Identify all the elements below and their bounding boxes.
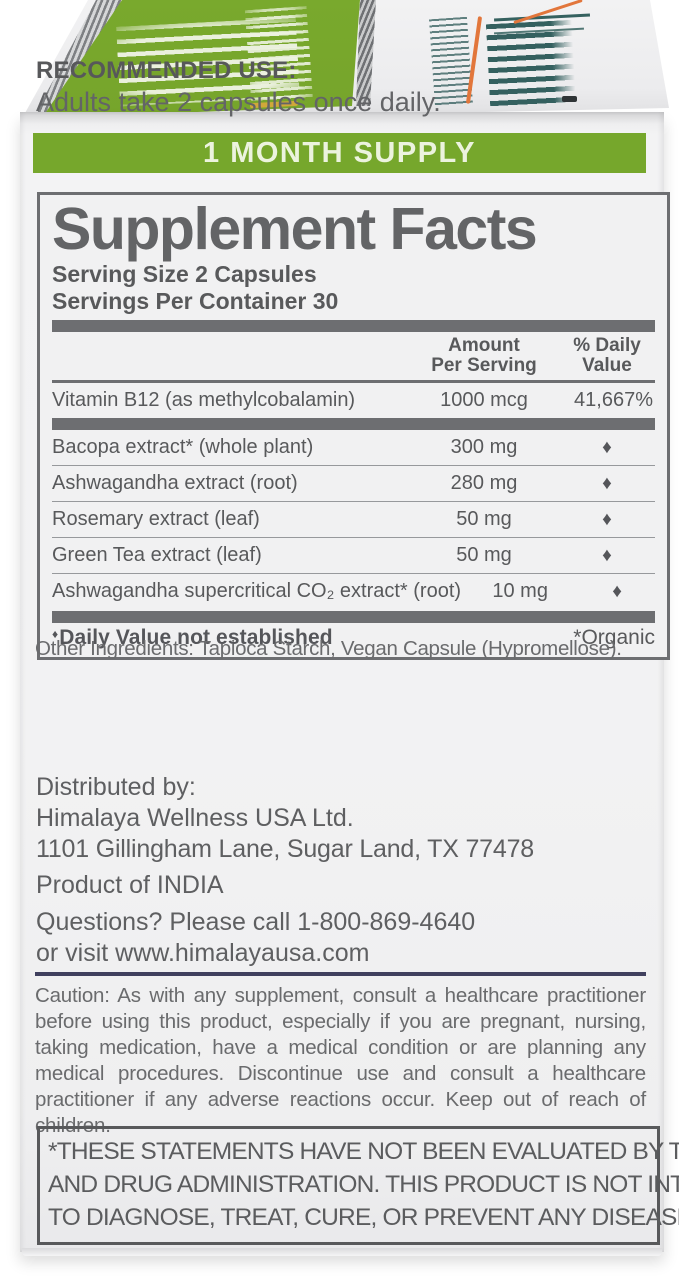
thick-divider-bar (52, 418, 655, 430)
distributor-name: Himalaya Wellness USA Ltd. (36, 804, 354, 832)
distributor-address: 1101 Gillingham Lane, Sugar Land, TX 774… (36, 835, 534, 863)
ingredient-name: Ashwagandha extract (root) (52, 472, 298, 494)
dv-header-line1: % Daily (573, 335, 641, 356)
daily-value-diamond-icon: ♦ (602, 472, 612, 494)
table-row: Green Tea extract (leaf) 50 mg ♦ (52, 538, 655, 573)
product-origin: Product of INDIA (36, 871, 224, 899)
row-separator (52, 537, 655, 538)
ingredient-amount: 300 mg (450, 436, 518, 458)
fda-disclaimer-line2: AND DRUG ADMINISTRATION. THIS PRODUCT IS… (48, 1171, 679, 1198)
dv-header-line2: Value (582, 355, 632, 376)
daily-value-diamond-icon: ♦ (602, 436, 612, 458)
supply-banner: 1 MONTH SUPPLY (33, 133, 646, 173)
table-row: Ashwagandha extract (root) 280 mg ♦ (52, 466, 655, 501)
ingredient-name: Ashwagandha supercritical CO₂ extract* (… (52, 580, 462, 602)
table-row: Rosemary extract (leaf) 50 mg ♦ (52, 502, 655, 537)
fda-disclaimer-line3: TO DIAGNOSE, TREAT, CURE, OR PREVENT ANY… (48, 1204, 679, 1231)
thick-divider-bar (52, 611, 655, 623)
supplement-facts-panel: Supplement Facts Serving Size 2 Capsules… (37, 192, 670, 660)
row-separator (52, 501, 655, 502)
recommended-use-text: Adults take 2 capsules once daily. (36, 87, 441, 117)
amount-header-line2: Per Serving (431, 355, 537, 376)
caution-text: Caution: As with any supplement, consult… (35, 984, 646, 1137)
footnote-left-text: Daily Value not established (59, 626, 333, 649)
ingredient-amount: 50 mg (456, 544, 512, 566)
caution-divider (35, 972, 646, 976)
ingredient-amount: 50 mg (456, 508, 512, 530)
other-ingredients: Other Ingredients: Tapioca Starch, Vegan… (35, 637, 622, 660)
ingredient-amount: 1000 mcg (440, 389, 528, 411)
ingredient-name: Vitamin B12 (as methylcobalamin) (52, 389, 356, 411)
amount-column-header: Amount Per Serving (409, 336, 559, 376)
ingredient-name: Rosemary extract (leaf) (52, 508, 260, 530)
questions-phone: Questions? Please call 1-800-869-4640 (36, 908, 476, 936)
supply-banner-text: 1 MONTH SUPPLY (203, 136, 476, 169)
diamond-marker-icon: ♦ (52, 627, 59, 641)
daily-value-diamond-icon: ♦ (602, 508, 612, 530)
ingredient-amount: 280 mg (450, 472, 518, 494)
table-row: Vitamin B12 (as methylcobalamin) 1000 mc… (52, 383, 655, 418)
supplement-facts-title: Supplement Facts (52, 196, 538, 262)
table-column-headers: Amount Per Serving % Daily Value (52, 336, 655, 383)
ingredient-name: Bacopa extract* (whole plant) (52, 436, 314, 458)
fda-disclaimer-line1: *THESE STATEMENTS HAVE NOT BEEN EVALUATE… (48, 1138, 679, 1165)
ingredient-amount: 10 mg (492, 580, 548, 602)
distributed-by-label: Distributed by: (36, 773, 196, 801)
box-flap-edge-stripes-right (356, 0, 376, 106)
amount-header-line1: Amount (448, 335, 520, 356)
thick-divider-bar (52, 320, 655, 332)
table-row: Bacopa extract* (whole plant) 300 mg ♦ (52, 430, 655, 465)
table-row: Ashwagandha supercritical CO₂ extract* (… (52, 574, 655, 609)
row-separator (52, 465, 655, 466)
table-footnote: ♦Daily Value not established *Organic (52, 623, 655, 653)
footnote-left: ♦Daily Value not established (52, 626, 573, 650)
recommended-use-heading: RECOMMENDED USE: (36, 57, 297, 84)
daily-value-column-header: % Daily Value (559, 336, 655, 376)
servings-per-container: Servings Per Container 30 (52, 288, 339, 314)
box-edge-shadow (20, 112, 664, 124)
ingredient-daily-value: 41,667% (574, 389, 653, 411)
box-bottom-edge (22, 1248, 662, 1256)
footnote-right: *Organic (573, 626, 655, 649)
daily-value-diamond-icon: ♦ (612, 580, 622, 602)
website-url: or visit www.himalayausa.com (36, 939, 370, 967)
daily-value-diamond-icon: ♦ (602, 544, 612, 566)
fda-disclaimer-box: *THESE STATEMENTS HAVE NOT BEEN EVALUATE… (37, 1126, 679, 1245)
small-print-mark (562, 96, 577, 102)
distributor-section: Distributed by: Himalaya Wellness USA Lt… (36, 772, 636, 969)
ingredient-name: Green Tea extract (leaf) (52, 544, 262, 566)
serving-size: Serving Size 2 Capsules (52, 261, 317, 287)
recommended-use-section: RECOMMENDED USE: Adults take 2 capsules … (36, 57, 636, 118)
row-separator (52, 573, 655, 574)
